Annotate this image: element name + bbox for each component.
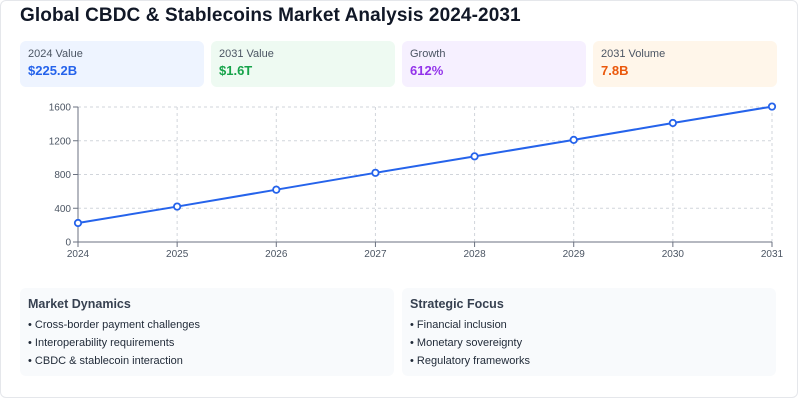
stat-value: $1.6T	[219, 63, 253, 78]
stat-label: 2031 Volume	[601, 48, 666, 60]
page-title: Global CBDC & Stablecoins Market Analysi…	[20, 5, 521, 26]
list-item: Interoperability requirements	[28, 334, 386, 352]
data-point	[371, 168, 380, 177]
list-item: Cross-border payment challenges	[28, 316, 386, 334]
stat-label: 2024 Value	[28, 48, 83, 60]
x-tick-label: 2030	[662, 249, 685, 260]
panel-title: Market Dynamics	[28, 297, 131, 311]
y-tick-label: 0	[65, 238, 71, 249]
strategic-focus-panel: Strategic Focus Financial inclusion Mone…	[402, 288, 776, 376]
list-item: Monetary sovereignty	[410, 334, 768, 352]
stat-card-growth: Growth 612%	[402, 41, 586, 87]
data-point	[272, 185, 281, 194]
data-point	[668, 118, 677, 128]
y-tick-label: 800	[54, 170, 71, 181]
y-tick-label: 400	[54, 204, 71, 215]
x-tick-label: 2031	[761, 249, 784, 260]
stat-value: 612%	[410, 63, 444, 78]
market-dynamics-list: Cross-border payment challenges Interope…	[28, 316, 386, 370]
market-dynamics-panel: Market Dynamics Cross-border payment cha…	[20, 288, 394, 376]
strategic-focus-list: Financial inclusion Monetary sovereignty…	[410, 316, 768, 370]
stat-card-2031-volume: 2031 Volume 7.8B	[593, 41, 777, 87]
series-line	[77, 105, 773, 224]
stat-card-2031-value: 2031 Value $1.6T	[211, 41, 395, 87]
stat-value: $225.2B	[28, 63, 78, 78]
data-point	[470, 152, 479, 161]
y-tick-label: 1200	[49, 136, 72, 147]
x-tick-label: 2024	[67, 249, 90, 260]
stat-value: 7.8B	[601, 63, 629, 78]
data-point	[767, 102, 777, 111]
stat-label: Growth	[410, 48, 446, 60]
x-tick-label: 2028	[463, 249, 486, 260]
x-tick-label: 2026	[265, 249, 288, 260]
panel-title: Strategic Focus	[410, 297, 504, 311]
data-point	[569, 135, 578, 145]
data-point	[73, 218, 83, 228]
y-tick-label: 1600	[49, 103, 72, 114]
data-point	[173, 202, 182, 211]
x-tick-label: 2025	[166, 249, 189, 260]
line-chart: 0 400 800 1200 1600 2024 2025 2026 2027 2028 2029 2…	[49, 102, 784, 260]
list-item: CBDC & stablecoin interaction	[28, 352, 386, 370]
stat-card-2024-value: 2024 Value $225.2B	[20, 41, 204, 87]
stat-label: 2031 Value	[219, 48, 274, 60]
x-tick-label: 2027	[364, 249, 387, 260]
list-item: Regulatory frameworks	[410, 352, 768, 370]
x-tick-label: 2029	[563, 249, 586, 260]
list-item: Financial inclusion	[410, 316, 768, 334]
